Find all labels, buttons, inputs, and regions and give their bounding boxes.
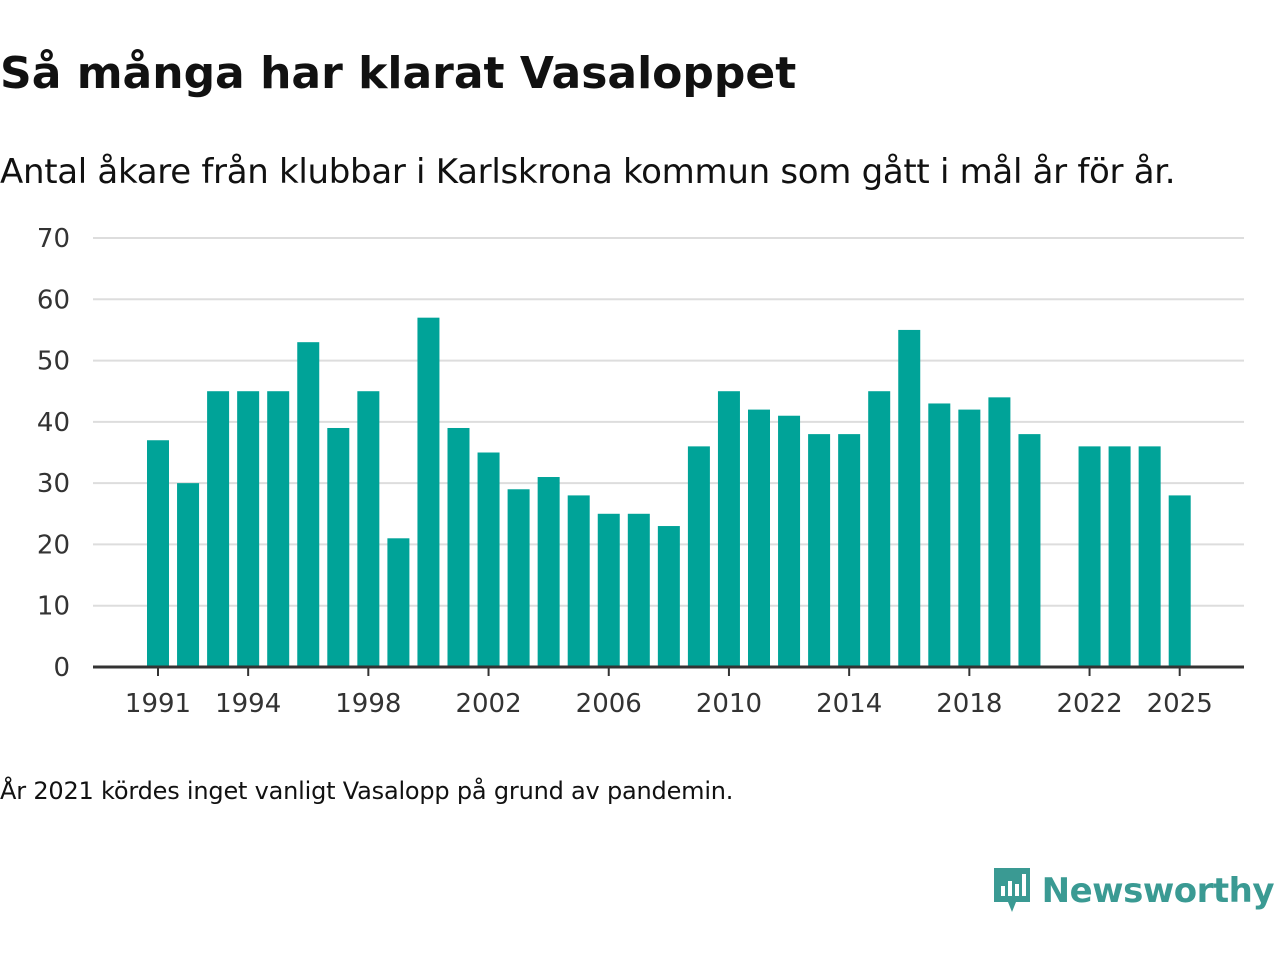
bar-2004 bbox=[537, 477, 560, 667]
brand: Newsworthy bbox=[992, 866, 1275, 916]
x-tick-label-2006: 2006 bbox=[576, 689, 642, 719]
bar-2002 bbox=[477, 452, 500, 667]
bar-1999 bbox=[387, 538, 410, 667]
x-tick-label-1991: 1991 bbox=[125, 689, 191, 719]
y-tick-label-20: 20 bbox=[37, 530, 70, 560]
bar-2001 bbox=[447, 427, 470, 667]
x-tick-label-2010: 2010 bbox=[696, 689, 762, 719]
bar-1992 bbox=[177, 483, 200, 667]
x-tick-label-2014: 2014 bbox=[816, 689, 882, 719]
bar-1991 bbox=[147, 440, 169, 667]
bars bbox=[147, 317, 1191, 667]
bar-1997 bbox=[327, 427, 350, 667]
bar-2015 bbox=[868, 391, 891, 667]
bar-2024 bbox=[1138, 446, 1161, 667]
bar-2003 bbox=[507, 489, 530, 667]
y-tick-label-50: 50 bbox=[37, 347, 70, 377]
chart-title: Så många har klarat Vasaloppet bbox=[0, 48, 797, 99]
bar-2011 bbox=[748, 409, 770, 667]
brand-name: Newsworthy bbox=[1041, 871, 1275, 911]
bar-2008 bbox=[657, 526, 680, 667]
bar-2025 bbox=[1168, 495, 1191, 667]
bar-2006 bbox=[597, 513, 620, 667]
y-tick-label-0: 0 bbox=[53, 653, 70, 683]
y-tick-label-60: 60 bbox=[37, 285, 70, 315]
y-tick-label-40: 40 bbox=[37, 408, 70, 438]
bar-2022 bbox=[1078, 446, 1101, 667]
bar-1994 bbox=[237, 391, 260, 667]
newsworthy-logo-icon bbox=[993, 868, 1030, 912]
x-tick-label-2022: 2022 bbox=[1056, 689, 1122, 719]
y-axis-ticks: 0 10 20 30 40 50 60 70 bbox=[37, 224, 70, 683]
x-tick-label-2025: 2025 bbox=[1147, 689, 1213, 719]
chart-subtitle: Antal åkare från klubbar i Karlskrona ko… bbox=[0, 152, 1176, 192]
bar-2005 bbox=[567, 495, 590, 667]
y-tick-label-30: 30 bbox=[37, 469, 70, 499]
bar-2019 bbox=[988, 397, 1011, 667]
bar-2012 bbox=[778, 415, 801, 667]
bar-2009 bbox=[687, 446, 710, 667]
bar-1993 bbox=[207, 391, 230, 667]
bar-2018 bbox=[958, 409, 981, 667]
y-tick-label-70: 70 bbox=[37, 224, 70, 254]
x-tick-label-2002: 2002 bbox=[455, 689, 521, 719]
x-tick-label-1994: 1994 bbox=[215, 689, 281, 719]
bar-2020 bbox=[1018, 434, 1041, 667]
bar-1996 bbox=[297, 342, 320, 667]
y-tick-label-10: 10 bbox=[37, 592, 70, 622]
bar-2007 bbox=[627, 513, 650, 667]
x-tick-label-1998: 1998 bbox=[335, 689, 401, 719]
bar-2016 bbox=[898, 329, 921, 667]
x-tick-label-2018: 2018 bbox=[936, 689, 1002, 719]
bar-2017 bbox=[928, 403, 951, 667]
bar-2010 bbox=[717, 391, 740, 667]
bar-2014 bbox=[838, 434, 861, 667]
bar-1995 bbox=[267, 391, 290, 667]
bar-2000 bbox=[417, 317, 440, 667]
x-axis-ticks: 1991 1994 1998 2002 2006 2010 2014 2018 2022 2025 bbox=[125, 667, 1213, 719]
bar-2013 bbox=[808, 434, 831, 667]
bar-2023 bbox=[1108, 446, 1131, 667]
bar-1998 bbox=[357, 391, 380, 667]
footnote: År 2021 kördes inget vanligt Vasalopp på… bbox=[0, 777, 734, 805]
bar-chart: 0 10 20 30 40 50 60 70 1991 1994 1998 2002 2006 2010… bbox=[37, 224, 1244, 719]
